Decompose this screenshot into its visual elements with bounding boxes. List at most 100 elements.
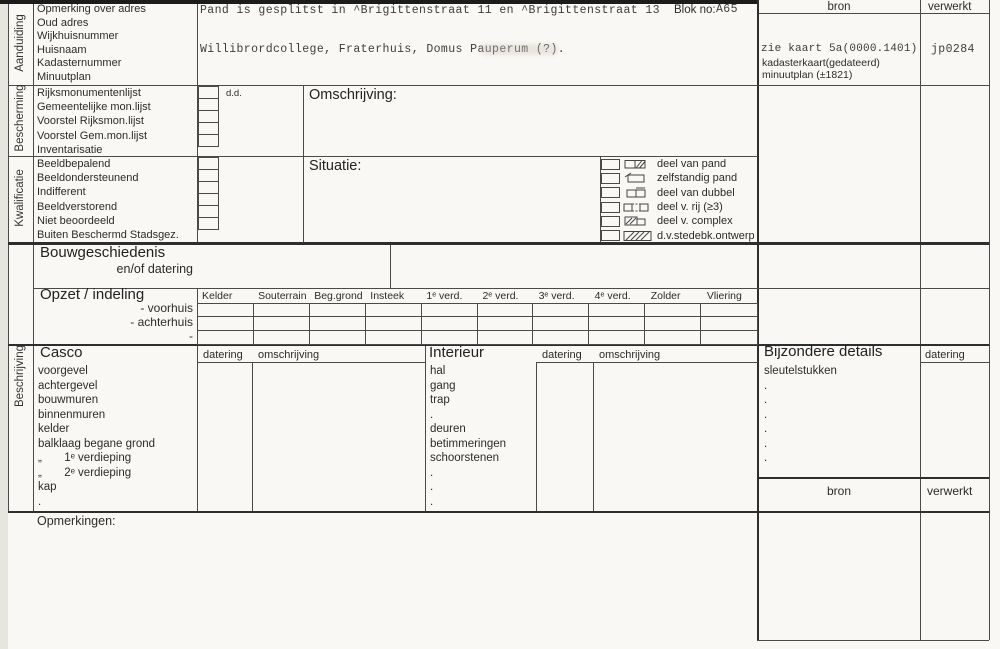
opzet-grid-cell[interactable] (477, 317, 534, 331)
field-label: achtergevel (38, 379, 98, 392)
divider-line (197, 4, 198, 243)
opzet-grid-cell[interactable] (309, 317, 366, 331)
bouwgeschiedenis-heading: Bouwgeschiedenis (40, 244, 166, 261)
detached-building-icon (624, 173, 645, 183)
opzet-grid-cell[interactable] (478, 330, 534, 344)
field-label: . (430, 408, 434, 421)
field-label: bouwmuren (38, 394, 99, 406)
situatie-option-label: zelfstandig pand (657, 172, 738, 185)
verwerkt-header: verwerkt (928, 1, 972, 13)
opzet-grid-cell[interactable] (533, 330, 590, 344)
opzet-grid-cell[interactable] (645, 304, 702, 318)
opzet-grid-cell[interactable] (198, 317, 254, 331)
field-label: Huisnaam (37, 43, 87, 56)
verwerkt-header-bottom: verwerkt (927, 484, 973, 498)
column-header: 1ᵉ verd. (426, 290, 463, 302)
checkbox-deel-v-rij[interactable] (601, 201, 620, 213)
field-label: „ 2ᵉ verdieping (38, 466, 132, 479)
opzet-grid-cell[interactable] (589, 317, 646, 331)
opzet-grid-cell[interactable] (310, 330, 366, 344)
divider-line (759, 13, 989, 14)
opzet-grid-cell[interactable] (645, 330, 702, 344)
casco-field-labels: voorgevel achtergevel bouwmuren binnenmuren… (38, 365, 155, 510)
situatie-option: deel van dubbel (600, 186, 760, 200)
divider-line (197, 288, 198, 512)
divider-line (197, 362, 425, 363)
casco-datering-header: datering (203, 349, 243, 361)
field-label: Wijkhuisnummer (37, 30, 119, 42)
checkbox-zelfstandig-pand[interactable] (601, 172, 620, 184)
opzet-grid-cell[interactable] (253, 317, 310, 331)
opzet-grid-cell[interactable] (309, 304, 366, 318)
divider-line (252, 362, 253, 512)
bijzondere-datering-header: datering (925, 349, 965, 361)
situatie-heading: Situatie: (309, 158, 362, 174)
bron-entry-line3: minuutplan (±1821) (762, 69, 853, 81)
column-header: Kelder (202, 290, 233, 302)
opzet-row-blank: - (189, 329, 193, 343)
divider-line (757, 640, 989, 641)
field-label: voorgevel (38, 365, 88, 377)
opzet-grid-cell[interactable] (421, 304, 478, 318)
opzet-grid-cell[interactable] (421, 317, 478, 331)
column-header: Insteek (370, 290, 405, 302)
checkbox-buiten-beschermd-stadsgez[interactable] (198, 217, 219, 230)
checkbox-inventarisatie[interactable] (198, 134, 219, 147)
field-label: . (764, 423, 768, 435)
field-label: balklaag begane grond (38, 437, 156, 450)
divider-line (8, 4, 9, 512)
situatie-option: d.v.stedebk.ontwerp (600, 229, 760, 243)
opzet-grid-cell[interactable] (422, 330, 478, 344)
opzet-grid-cell[interactable] (589, 304, 646, 318)
checkbox-dv-stedebk-ontwerp[interactable] (601, 230, 620, 242)
divider-line (33, 4, 34, 512)
opzet-grid-cell[interactable] (701, 317, 757, 331)
opzet-grid-cell[interactable] (701, 331, 757, 344)
field-label: Beeldbepalend (37, 158, 111, 170)
field-label: . (430, 481, 434, 493)
opzet-grid-cell[interactable] (198, 330, 254, 344)
interieur-field-labels: hal gang trap. deuren betimmeringen schoorste… (430, 365, 506, 510)
checkbox-deel-van-pand[interactable] (601, 158, 620, 170)
checkbox-deel-van-dubbel[interactable] (601, 187, 620, 199)
opzet-grid-cell[interactable] (254, 330, 310, 344)
opzet-grid-cell[interactable] (366, 330, 422, 344)
field-label: . (38, 495, 42, 508)
kwalificatie-checkboxes (198, 157, 219, 230)
opzet-grid-cell[interactable] (701, 304, 757, 318)
interieur-datering-header: datering (542, 349, 582, 361)
scan-top-bar (0, 0, 757, 4)
situatie-option-label: deel van dubbel (657, 186, 735, 199)
field-label: . (764, 379, 768, 392)
opzet-grid-cell[interactable] (365, 317, 422, 331)
urban-design-icon (623, 230, 652, 241)
situatie-options: deel van pand zelfstandig pand deel van … (600, 157, 760, 243)
opzet-grid-cell[interactable] (533, 317, 590, 331)
opzet-grid-cell[interactable] (198, 304, 254, 318)
opzet-grid-cell[interactable] (253, 304, 310, 318)
field-label: binnenmuren (38, 408, 106, 421)
opzet-grid-cell[interactable] (365, 304, 422, 318)
column-header: Zolder (650, 290, 681, 302)
situatie-option-label: d.v.stedebk.ontwerp (657, 229, 755, 242)
field-label: kelder (38, 423, 70, 435)
checkbox-deel-v-complex[interactable] (601, 215, 620, 227)
field-label: . (764, 394, 768, 406)
aanduiding-field-labels: Opmerking over adres Oud adres Wijkhuisnum… (37, 3, 146, 84)
opzet-grid-cell[interactable] (589, 330, 646, 344)
column-header: 2ᵉ verd. (482, 290, 519, 302)
dd-label: d.d. (226, 88, 242, 99)
divider-line (920, 0, 921, 640)
bron-entry-line2: kadasterkaart(gedateerd) (762, 57, 880, 69)
field-label: betimmeringen (430, 437, 507, 450)
opzet-grid-cell[interactable] (533, 304, 590, 318)
field-label: hal (430, 365, 446, 377)
typed-address-note: Pand is gesplitst in ^Brigittenstraat 11… (200, 4, 660, 17)
opzet-grid-cell[interactable] (645, 317, 702, 331)
field-label: Oud adres (37, 16, 89, 29)
bron-header: bron (827, 1, 851, 13)
scan-left-edge (0, 0, 8, 649)
situatie-option: deel van pand (600, 157, 760, 171)
opzet-grid-cell[interactable] (477, 304, 534, 318)
